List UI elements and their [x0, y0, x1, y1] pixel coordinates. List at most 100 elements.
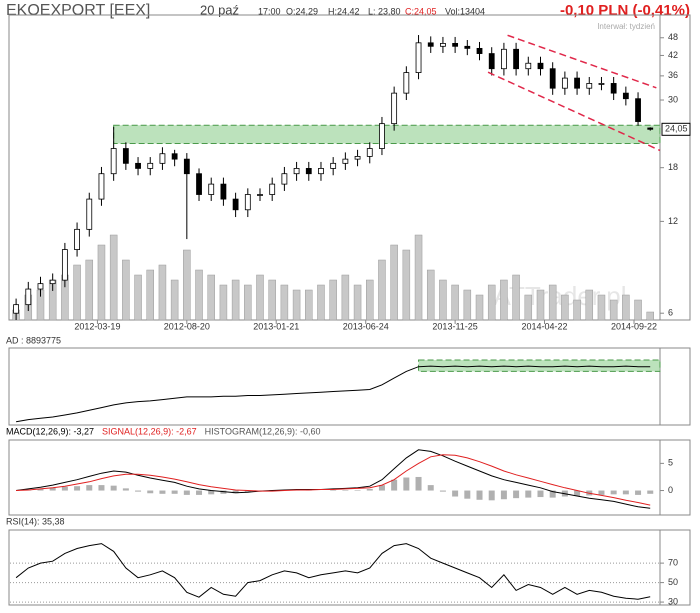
- histogram-bar: [427, 485, 434, 491]
- candle-body: [37, 283, 44, 290]
- histogram-bar: [220, 490, 227, 494]
- candle-body: [452, 43, 459, 47]
- volume-bar: [646, 311, 654, 321]
- candle-body: [281, 173, 288, 185]
- x-tick-label: 2013-06-24: [343, 321, 389, 331]
- histogram-bar: [452, 490, 459, 497]
- macd-line: [16, 449, 651, 509]
- panel-frame: [8, 14, 691, 321]
- y-tick-label: 50: [668, 577, 678, 587]
- volume-bar: [134, 274, 142, 321]
- candle-body: [269, 183, 276, 195]
- x-tick-label: 2012-03-19: [74, 321, 120, 331]
- candle-body: [440, 43, 446, 47]
- header-change: -0,10 PLN (-0,41%): [560, 2, 690, 19]
- histogram-bar: [74, 486, 81, 491]
- candle-body: [305, 168, 312, 175]
- volume-bar: [280, 284, 289, 321]
- y-tick-label: 0: [668, 485, 673, 495]
- volume-bar: [390, 244, 398, 321]
- y-tick-label: 12: [668, 216, 678, 226]
- volume-bar: [256, 274, 264, 321]
- volume-bar: [85, 259, 94, 321]
- y-tick-label: 30: [668, 94, 678, 104]
- volume-bar: [475, 294, 484, 321]
- y-tick-label: 36: [668, 70, 678, 80]
- header-low: L: 23,80: [368, 6, 401, 16]
- volume-bar: [561, 294, 569, 321]
- histogram-bar: [342, 490, 349, 491]
- candle-body: [147, 162, 154, 169]
- candle-body: [366, 148, 373, 157]
- volume-bar: [378, 259, 386, 321]
- candle-body: [49, 279, 56, 285]
- volume-bar: [292, 289, 301, 321]
- volume-bar: [231, 279, 240, 321]
- volume-bar: [183, 249, 191, 321]
- volume-bar: [463, 289, 472, 321]
- histogram-bar: [415, 476, 422, 491]
- panel-title: AD : 8893775: [6, 335, 61, 345]
- volume-bar: [366, 279, 374, 321]
- candle-body: [549, 68, 556, 89]
- y-tick-label: 30: [668, 596, 678, 606]
- volume-bar: [195, 269, 203, 321]
- histogram-bar: [378, 485, 385, 491]
- volume-bar: [622, 294, 630, 321]
- volume-bar: [305, 289, 313, 321]
- panel-frame: [8, 439, 691, 516]
- last-price-label: 24,05: [665, 124, 688, 134]
- candle-body: [379, 123, 385, 149]
- histogram-bar: [196, 490, 203, 495]
- volume-bar: [146, 269, 154, 321]
- histogram-bar: [549, 490, 556, 498]
- histogram-bar: [159, 490, 166, 494]
- volume-bar: [536, 289, 545, 321]
- indicator-line: [15, 543, 651, 600]
- y-tick-label: 70: [668, 557, 678, 567]
- x-tick-label: 2013-01-21: [253, 321, 299, 331]
- volume-bar: [219, 284, 228, 321]
- header-time: 17:00: [258, 6, 281, 16]
- histogram-bar: [439, 490, 446, 492]
- histogram-bar: [98, 485, 105, 491]
- candle-body: [513, 48, 519, 70]
- histogram-bar: [635, 490, 642, 495]
- volume-bar: [573, 299, 581, 321]
- volume-bar: [122, 259, 130, 321]
- histogram-bar: [647, 490, 654, 494]
- candle-body: [525, 62, 532, 70]
- candle-body: [232, 198, 239, 211]
- histogram-bar: [232, 490, 239, 494]
- candle-body: [159, 153, 166, 164]
- candle-body: [415, 42, 422, 73]
- panel-frame: [8, 347, 691, 426]
- candle-body: [635, 98, 641, 122]
- candle-body: [171, 153, 178, 160]
- y-tick-label: 5: [668, 458, 673, 468]
- candle-body: [647, 127, 654, 130]
- candle-body: [403, 72, 410, 94]
- histogram-bar: [147, 490, 154, 494]
- interval: Interwał: tydzień: [597, 22, 655, 31]
- histogram-bar: [183, 490, 190, 495]
- histogram-bar: [208, 490, 215, 495]
- candle-body: [574, 77, 580, 89]
- x-tick-label: 2014-04-22: [521, 321, 567, 331]
- candle-body: [476, 47, 483, 54]
- candle-body: [13, 304, 19, 314]
- candle-body: [501, 48, 507, 70]
- volume-bar: [634, 299, 642, 321]
- candle-body: [537, 62, 544, 70]
- volume-bar: [207, 274, 215, 321]
- candle-body: [622, 92, 629, 100]
- histogram-bar: [525, 490, 532, 498]
- candle-body: [183, 158, 190, 175]
- candle-body: [354, 156, 361, 160]
- candle-body: [598, 83, 605, 85]
- candle-body: [122, 148, 129, 164]
- histogram-bar: [476, 490, 483, 500]
- candle-body: [86, 198, 93, 230]
- macd-line: [16, 454, 651, 506]
- histogram-bar: [110, 485, 117, 491]
